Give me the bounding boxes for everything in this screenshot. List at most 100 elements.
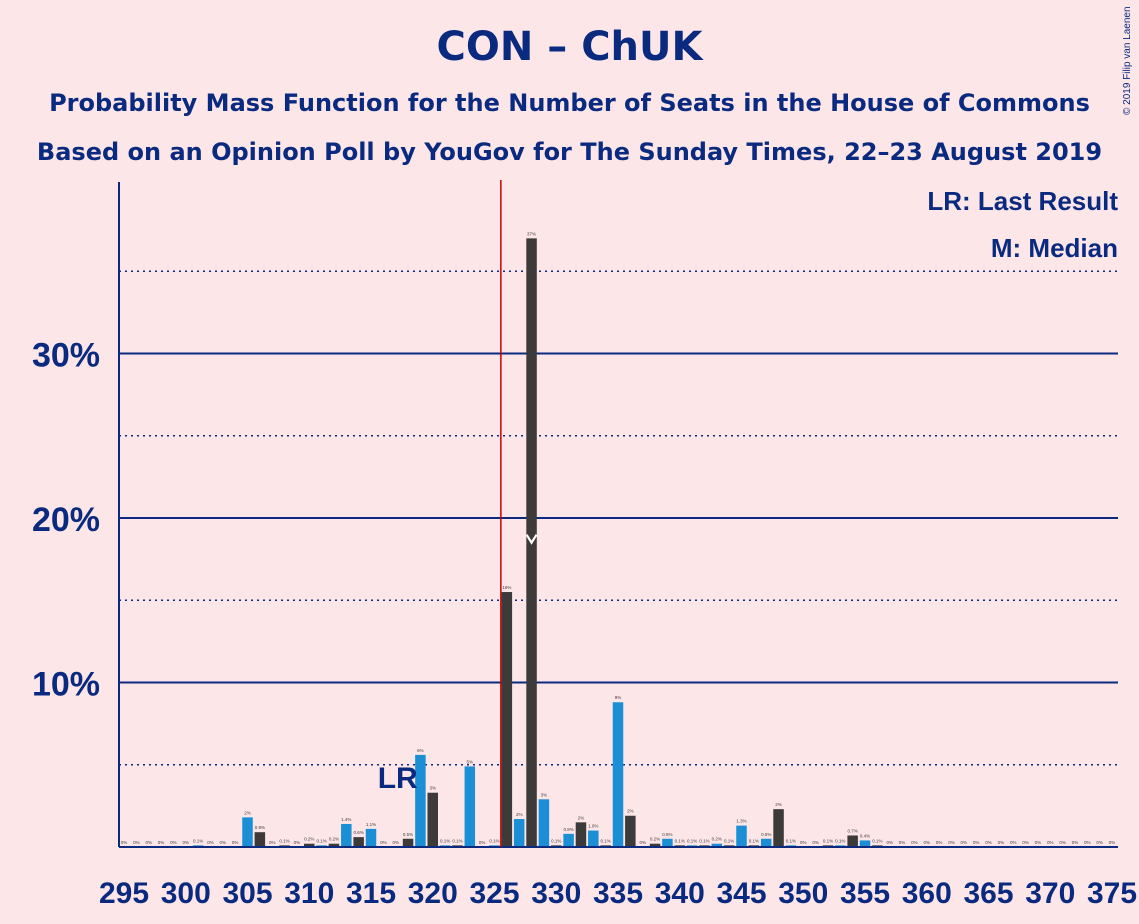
x-tick-label: 300 bbox=[161, 877, 211, 910]
data-label-seat-343: 0.2% bbox=[712, 837, 722, 842]
data-label-seat-317: 0% bbox=[392, 840, 399, 845]
data-label-seat-302: 0% bbox=[207, 840, 214, 845]
data-label-seat-316: 0% bbox=[380, 840, 387, 845]
data-label-seat-348: 2% bbox=[775, 802, 782, 807]
data-label-seat-309: 0% bbox=[294, 840, 301, 845]
legend-entry: M: Median bbox=[991, 233, 1118, 263]
bar-seat-320 bbox=[427, 792, 438, 847]
data-label-seat-296: 0% bbox=[133, 840, 140, 845]
x-tick-label: 375 bbox=[1087, 877, 1137, 910]
data-label-seat-368: 0% bbox=[1022, 840, 1029, 845]
data-label-seat-358: 0% bbox=[899, 840, 906, 845]
data-label-seat-303: 0% bbox=[220, 840, 227, 845]
median-marker bbox=[525, 534, 538, 545]
data-label-seat-371: 0% bbox=[1059, 840, 1066, 845]
legend: LR: Last Result M: Median bbox=[927, 186, 1118, 263]
data-label-seat-320: 3% bbox=[429, 786, 436, 791]
bar-seat-326 bbox=[501, 592, 513, 847]
bar-seat-312 bbox=[328, 843, 340, 847]
bar-seat-319 bbox=[415, 754, 426, 847]
data-label-seat-366: 0% bbox=[998, 840, 1005, 845]
chart-subtitle-poll: Based on an Opinion Poll by YouGov for T… bbox=[36, 138, 1103, 166]
data-label-seat-324: 0% bbox=[479, 840, 486, 845]
data-label-seat-327: 2% bbox=[516, 812, 523, 817]
data-label-seat-326: 16% bbox=[502, 585, 511, 590]
bar-seat-315 bbox=[365, 828, 377, 847]
x-tick-label: 360 bbox=[902, 877, 952, 910]
data-label-seat-322: 0.1% bbox=[452, 838, 462, 843]
data-label-seat-315: 1.1% bbox=[366, 822, 376, 827]
bar-seat-339 bbox=[662, 838, 673, 847]
data-label-seat-356: 0.1% bbox=[872, 838, 882, 843]
bar-seat-355 bbox=[859, 840, 871, 847]
data-label-seat-375: 0% bbox=[1109, 840, 1116, 845]
data-label-seat-345: 1.3% bbox=[736, 819, 746, 824]
x-tick-label: 320 bbox=[408, 877, 458, 910]
data-label-seat-367: 0% bbox=[1010, 840, 1017, 845]
x-tick-label: 340 bbox=[655, 877, 705, 910]
bar-seat-313 bbox=[341, 823, 352, 847]
data-label-seat-332: 2% bbox=[578, 815, 585, 820]
x-tick-label: 310 bbox=[284, 877, 334, 910]
data-label-seat-306: 0.9% bbox=[255, 825, 265, 830]
data-label-seat-359: 0% bbox=[911, 840, 918, 845]
data-label-seat-370: 0% bbox=[1047, 840, 1054, 845]
x-tick-label: 345 bbox=[716, 877, 766, 910]
data-label-seat-362: 0% bbox=[948, 840, 955, 845]
bar-seat-338 bbox=[649, 843, 661, 847]
data-label-seat-333: 1.0% bbox=[588, 824, 598, 829]
data-label-seat-305: 2% bbox=[244, 810, 251, 815]
data-label-seat-350: 0% bbox=[800, 840, 807, 845]
bar-seat-327 bbox=[513, 819, 525, 847]
bar-seat-336 bbox=[625, 815, 636, 847]
data-label-seat-339: 0.5% bbox=[662, 832, 672, 837]
bar-seat-335 bbox=[612, 702, 624, 847]
data-label-seat-325: 0.1% bbox=[489, 838, 499, 843]
bar-seat-348 bbox=[773, 809, 784, 847]
x-tick-label: 350 bbox=[778, 877, 828, 910]
y-tick-label: 10% bbox=[32, 666, 100, 704]
data-label-seat-355: 0.4% bbox=[860, 833, 870, 838]
x-tick-label: 315 bbox=[346, 877, 396, 910]
data-label-seat-346: 0.1% bbox=[749, 838, 759, 843]
x-tick-label: 295 bbox=[99, 877, 149, 910]
data-label-seat-308: 0.1% bbox=[279, 838, 289, 843]
data-label-seat-340: 0.1% bbox=[675, 838, 685, 843]
bar-seat-343 bbox=[711, 843, 723, 847]
chart-title: CON – ChUK bbox=[436, 24, 703, 70]
data-label-seat-338: 0.2% bbox=[650, 837, 660, 842]
last-result-marker: LR bbox=[378, 762, 418, 795]
data-label-seat-323: 5% bbox=[467, 759, 474, 764]
data-label-seat-312: 0.2% bbox=[329, 837, 339, 842]
axes: 10% 20% 30% 295 300 305 310 315 320 325 330 335 340 3… bbox=[32, 182, 1137, 910]
x-tick-label: 335 bbox=[593, 877, 643, 910]
bar-seat-310 bbox=[304, 843, 315, 847]
data-label-seat-297: 0% bbox=[145, 840, 152, 845]
data-label-seat-341: 0.1% bbox=[687, 838, 697, 843]
bar-seat-323 bbox=[464, 766, 476, 847]
data-label-seat-313: 1.4% bbox=[341, 817, 351, 822]
data-label-seat-353: 0.1% bbox=[835, 838, 845, 843]
bar-seat-332 bbox=[575, 822, 587, 847]
data-label-seat-357: 0% bbox=[886, 840, 893, 845]
data-label-seat-349: 0.1% bbox=[786, 838, 796, 843]
data-label-seat-347: 0.5% bbox=[761, 832, 771, 837]
legend-entry: LR: Last Result bbox=[927, 186, 1118, 216]
data-label-seat-334: 0.1% bbox=[601, 838, 611, 843]
data-label-seat-299: 0% bbox=[170, 840, 177, 845]
data-label-seat-344: 0.1% bbox=[724, 838, 734, 843]
data-label-seat-364: 0% bbox=[973, 840, 980, 845]
data-label-seat-298: 0% bbox=[158, 840, 165, 845]
data-label-seat-310: 0.2% bbox=[304, 837, 314, 842]
data-label-seat-300: 0% bbox=[182, 840, 189, 845]
data-label-seat-361: 0% bbox=[936, 840, 943, 845]
data-label-seat-295: 0% bbox=[121, 840, 128, 845]
data-label-seat-360: 0% bbox=[923, 840, 930, 845]
data-label-seat-337: 0% bbox=[639, 840, 646, 845]
data-label-seat-369: 0% bbox=[1035, 840, 1042, 845]
data-label-seat-365: 0% bbox=[985, 840, 992, 845]
y-tick-label: 30% bbox=[32, 337, 100, 375]
data-label-seat-342: 0.1% bbox=[699, 838, 709, 843]
data-label-seat-301: 0.1% bbox=[193, 838, 203, 843]
